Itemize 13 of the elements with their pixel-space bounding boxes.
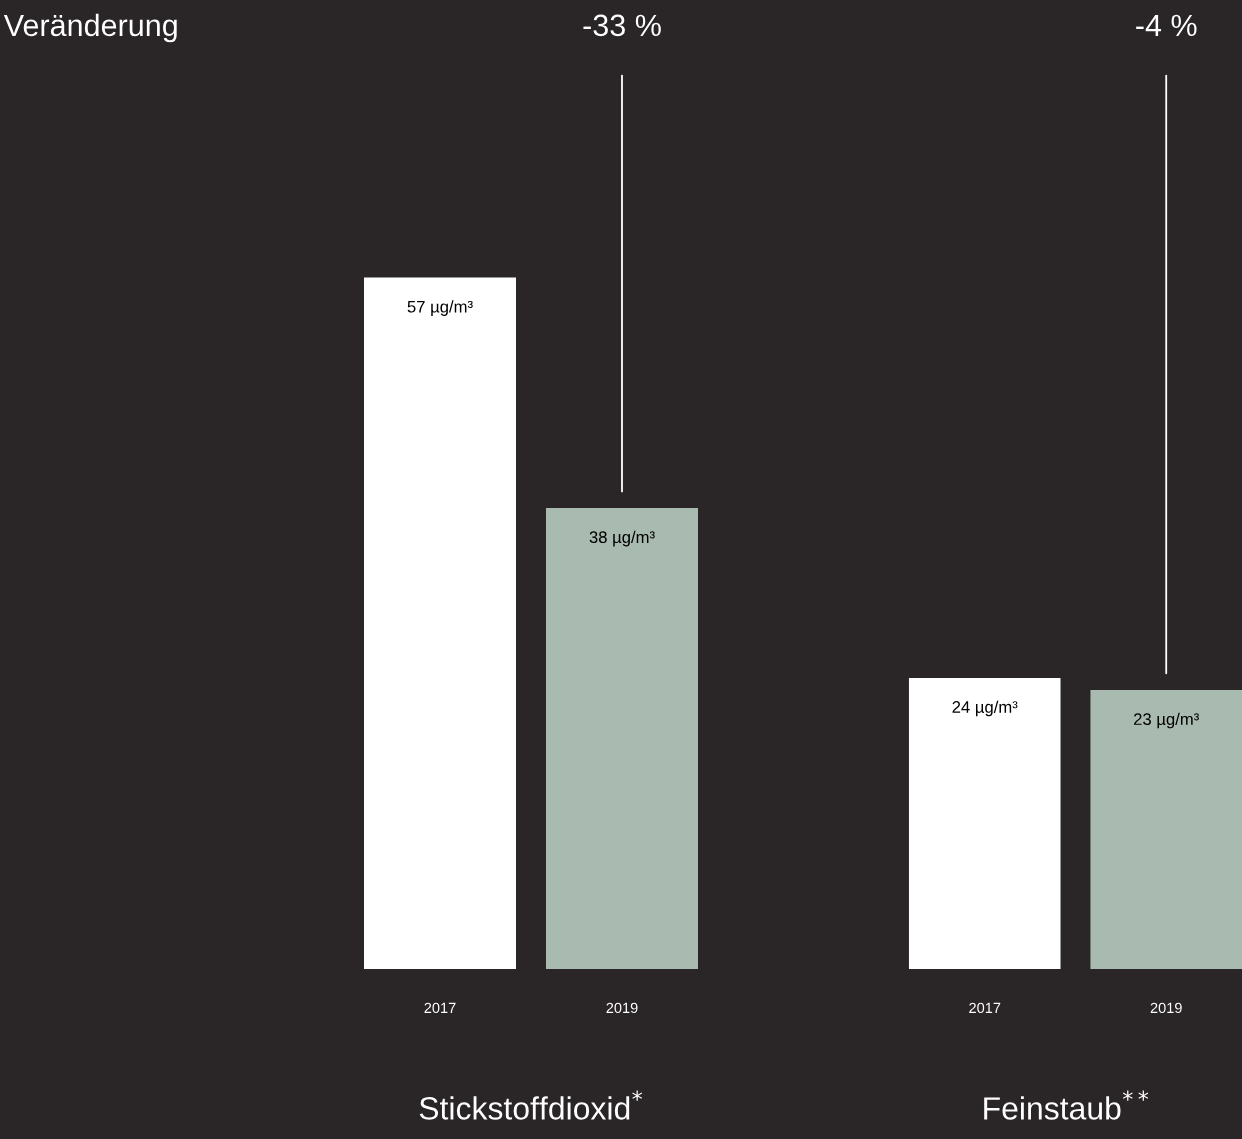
data-label: 38 µg/m³ bbox=[589, 530, 655, 547]
x-tick-label: 2019 bbox=[1150, 1002, 1182, 1014]
text: -4 % bbox=[1136, 14, 1197, 37]
x-tick-label: 2019 bbox=[606, 1002, 638, 1014]
data-label: 24 µg/m³ bbox=[952, 700, 1018, 717]
x-tick-label: 2017 bbox=[969, 1002, 1001, 1014]
text: -33 % bbox=[583, 14, 661, 37]
data-label: 57 µg/m³ bbox=[407, 300, 473, 316]
x-axis-title: Stickstoffdioxid$^{*}$ bbox=[419, 1090, 643, 1120]
data-label: 23 µg/m³ bbox=[1134, 712, 1199, 729]
x-tick-label: 2017 bbox=[424, 1002, 456, 1014]
text: Veränderung bbox=[3, 13, 177, 43]
x-axis-title: Feinstaub$^{**}$ bbox=[984, 1090, 1149, 1120]
